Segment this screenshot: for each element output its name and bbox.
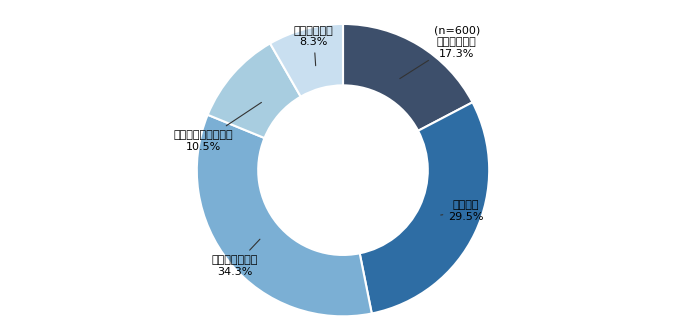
Text: どちらでもない
34.3%: どちらでもない 34.3% bbox=[212, 239, 260, 276]
Wedge shape bbox=[270, 24, 343, 97]
Text: (n=600)
ぜひ住みたい
17.3%: (n=600) ぜひ住みたい 17.3% bbox=[400, 26, 480, 79]
Text: 住みたい
29.5%: 住みたい 29.5% bbox=[441, 200, 484, 222]
Wedge shape bbox=[360, 102, 489, 313]
Wedge shape bbox=[343, 24, 472, 131]
Wedge shape bbox=[197, 115, 372, 316]
Text: 住みたくない
8.3%: 住みたくない 8.3% bbox=[294, 26, 334, 66]
Wedge shape bbox=[208, 43, 301, 138]
Text: あまり住みたくない
10.5%: あまり住みたくない 10.5% bbox=[174, 103, 262, 152]
